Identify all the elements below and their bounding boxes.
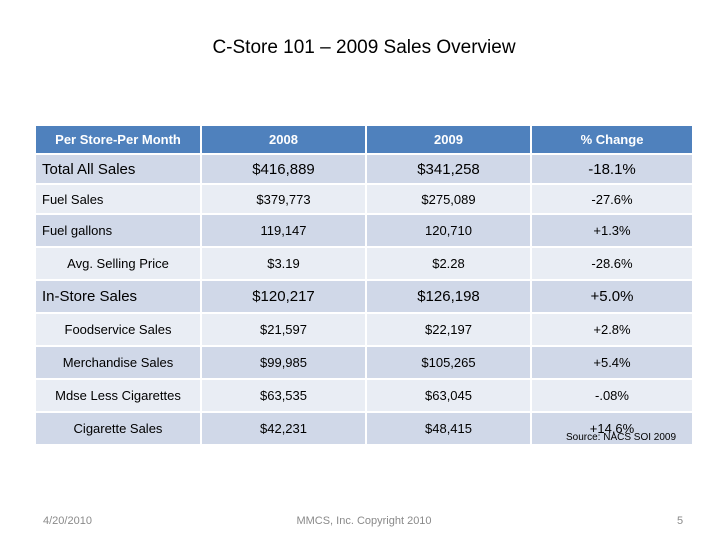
- slide-title: C-Store 101 – 2009 Sales Overview: [212, 37, 516, 58]
- table-header-row: Per Store-Per Month 2008 2009 % Change: [36, 126, 692, 155]
- cell-2008: $3.19: [201, 247, 367, 281]
- column-header-2009: 2009: [366, 126, 532, 155]
- column-header-2008: 2008: [201, 126, 367, 155]
- cell-2009: $2.28: [366, 247, 532, 281]
- row-label: Fuel Sales: [36, 184, 202, 215]
- table-row: In-Store Sales $120,217 $126,198 +5.0%: [36, 280, 692, 314]
- row-label: Avg. Selling Price: [36, 247, 202, 281]
- cell-2008: $63,535: [201, 379, 367, 413]
- cell-change: -28.6%: [531, 247, 692, 281]
- source-note: Source: NACS SOI 2009: [566, 432, 677, 443]
- cell-2009: $126,198: [366, 280, 532, 314]
- row-label: Foodservice Sales: [36, 313, 202, 347]
- column-header-metric: Per Store-Per Month: [36, 126, 202, 155]
- cell-change: +2.8%: [531, 313, 692, 347]
- cell-2008: $416,889: [201, 154, 367, 185]
- column-header-change: % Change: [531, 126, 692, 155]
- cell-2008: 119,147: [201, 214, 367, 248]
- cell-2008: $120,217: [201, 280, 367, 314]
- cell-change: +14.6%: [531, 412, 692, 446]
- cell-change: +5.0%: [531, 280, 692, 314]
- table-row: Foodservice Sales $21,597 $22,197 +2.8%: [36, 313, 692, 347]
- footer-copyright: MMCS, Inc. Copyright 2010: [296, 515, 432, 527]
- table-row: Merchandise Sales $99,985 $105,265 +5.4%: [36, 346, 692, 380]
- row-label: Merchandise Sales: [36, 346, 202, 380]
- row-label: Cigarette Sales: [36, 412, 202, 446]
- cell-change: +1.3%: [531, 214, 692, 248]
- cell-2008: $379,773: [201, 184, 367, 215]
- row-label: Mdse Less Cigarettes: [36, 379, 202, 413]
- cell-2009: $48,415: [366, 412, 532, 446]
- table-row: Mdse Less Cigarettes $63,535 $63,045 -.0…: [36, 379, 692, 413]
- cell-2009: $275,089: [366, 184, 532, 215]
- cell-2009: $63,045: [366, 379, 532, 413]
- cell-2009: $105,265: [366, 346, 532, 380]
- cell-change: -.08%: [531, 379, 692, 413]
- cell-2009: $341,258: [366, 154, 532, 185]
- cell-2008: $99,985: [201, 346, 367, 380]
- row-label: Fuel gallons: [36, 214, 202, 248]
- table-row: Fuel gallons 119,147 120,710 +1.3%: [36, 214, 692, 248]
- cell-change: -27.6%: [531, 184, 692, 215]
- cell-2009: 120,710: [366, 214, 532, 248]
- table-row: Avg. Selling Price $3.19 $2.28 -28.6%: [36, 247, 692, 281]
- cell-2008: $42,231: [201, 412, 367, 446]
- page-number: 5: [677, 515, 684, 527]
- cell-change: +5.4%: [531, 346, 692, 380]
- table-row: Cigarette Sales $42,231 $48,415 +14.6%: [36, 412, 692, 446]
- cell-2008: $21,597: [201, 313, 367, 347]
- row-label: Total All Sales: [36, 154, 202, 185]
- table-row: Total All Sales $416,889 $341,258 -18.1%: [36, 154, 692, 185]
- row-label: In-Store Sales: [36, 280, 202, 314]
- cell-change: -18.1%: [531, 154, 692, 185]
- sales-table: Per Store-Per Month 2008 2009 % Change T…: [36, 126, 692, 446]
- cell-2009: $22,197: [366, 313, 532, 347]
- footer-date: 4/20/2010: [43, 515, 92, 527]
- table-row: Fuel Sales $379,773 $275,089 -27.6%: [36, 184, 692, 215]
